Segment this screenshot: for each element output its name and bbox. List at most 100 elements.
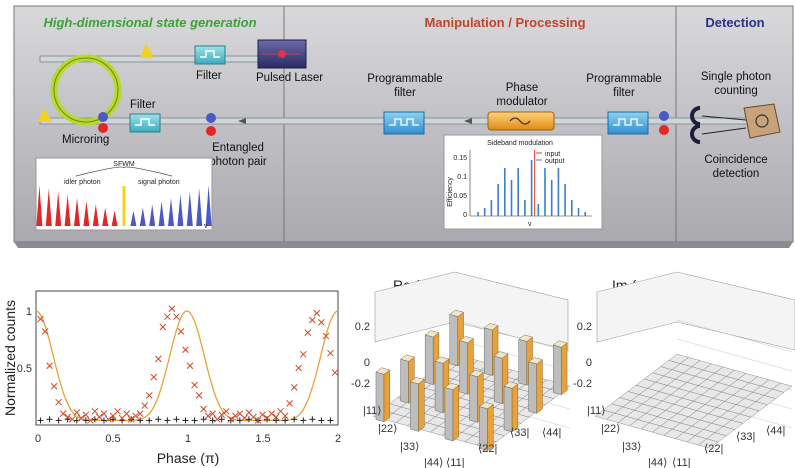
pump-peak bbox=[122, 186, 126, 226]
x-point bbox=[327, 349, 334, 357]
section-detection-title: Detection bbox=[705, 15, 764, 30]
signal-peak bbox=[177, 194, 184, 226]
matrix-bar bbox=[483, 323, 499, 376]
idler-peak bbox=[64, 194, 71, 226]
x-point bbox=[268, 410, 275, 417]
interference-chart: 1 0.5 0 0.5 1 1.5 2 Phase (π) Normalized… bbox=[2, 290, 341, 466]
prog-filter-right-icon bbox=[607, 111, 649, 135]
x-point bbox=[304, 329, 312, 337]
plus-point bbox=[291, 416, 298, 423]
plus-point bbox=[309, 416, 316, 423]
pulsed-laser-label: Pulsed Laser bbox=[256, 72, 323, 84]
plus-point bbox=[173, 416, 180, 423]
x-point bbox=[96, 413, 103, 421]
x-point bbox=[91, 407, 99, 415]
x-point bbox=[204, 412, 212, 420]
plus-point bbox=[227, 417, 234, 424]
x-series bbox=[37, 305, 339, 424]
im-col-44: ⟨44| bbox=[766, 425, 785, 437]
re-ztick--0.2: -0.2 bbox=[351, 378, 370, 390]
x-point bbox=[250, 413, 257, 421]
x-point bbox=[173, 313, 180, 321]
x-point bbox=[82, 411, 90, 419]
x-point bbox=[150, 373, 158, 381]
section-manipulation-title: Manipulation / Processing bbox=[424, 15, 585, 30]
x-point bbox=[123, 410, 130, 417]
x-point bbox=[136, 410, 144, 417]
detector-photon-blue bbox=[659, 111, 669, 121]
re-row-33: |33⟩ bbox=[400, 441, 419, 453]
x-point bbox=[200, 405, 207, 413]
coinc-label-1: Coincidence bbox=[704, 154, 767, 166]
matrix-bar bbox=[469, 369, 484, 423]
x-point bbox=[132, 412, 140, 420]
detector-photon-red bbox=[659, 125, 669, 135]
detector-bottom-icon bbox=[690, 124, 701, 144]
plus-point bbox=[137, 417, 144, 424]
sfwm-signal-label: signal photon bbox=[138, 179, 180, 186]
x-point bbox=[164, 313, 171, 321]
filter-bottom-label: Filter bbox=[130, 99, 156, 111]
x-point bbox=[159, 323, 167, 331]
sfwm-idler-label: idler photon bbox=[64, 179, 101, 186]
plus-point bbox=[182, 417, 189, 424]
prog-filter-left-icon bbox=[383, 111, 425, 135]
idler-peak bbox=[83, 201, 90, 226]
idler-peak bbox=[36, 185, 43, 226]
plus-point bbox=[273, 417, 280, 424]
im-row-22: |22⟩ bbox=[601, 423, 620, 435]
x-point bbox=[313, 309, 321, 317]
plus-point bbox=[300, 417, 307, 424]
x-point bbox=[286, 399, 294, 407]
plus-point bbox=[200, 416, 207, 423]
wall-gridline bbox=[454, 338, 571, 372]
matrix-bar bbox=[375, 367, 391, 423]
sideband-ytick-2: 0.05 bbox=[453, 193, 467, 200]
x-point bbox=[105, 415, 112, 423]
re-col-44: ⟨44| bbox=[542, 427, 561, 439]
re-rho-plot: Re (ρ) 0.2 0 -0.2 |11⟩ |22⟩ |33⟩ |44⟩ ⟨1… bbox=[351, 271, 571, 468]
coincidence-counter-icon bbox=[743, 103, 781, 139]
sideband-inset: Sideband modulation Efficiency 0.15 0.1 … bbox=[443, 134, 603, 230]
phase-mod-label-2: modulator bbox=[496, 96, 547, 108]
idler-peak bbox=[55, 191, 62, 226]
sideband-title: Sideband modulation bbox=[487, 140, 553, 147]
x-point bbox=[209, 410, 217, 417]
plus-point bbox=[146, 417, 153, 424]
signal-peak bbox=[149, 204, 156, 226]
x-point bbox=[141, 402, 149, 409]
plus-point bbox=[155, 416, 162, 423]
signal-peak bbox=[205, 185, 212, 226]
idler-peak bbox=[111, 210, 118, 226]
plus-point bbox=[318, 417, 325, 424]
x-point bbox=[177, 328, 185, 335]
sfwm-inset: SFWM idler photon signal photon ν bbox=[35, 157, 213, 231]
xtick-2: 2 bbox=[335, 433, 341, 445]
x-point bbox=[318, 319, 325, 326]
x-point bbox=[59, 410, 67, 417]
spc-label-2: counting bbox=[714, 85, 757, 97]
x-point bbox=[195, 392, 203, 399]
x-point bbox=[64, 413, 72, 421]
x-point bbox=[322, 332, 330, 340]
x-point bbox=[68, 415, 76, 423]
idler-photon-dot bbox=[98, 112, 108, 122]
x-point bbox=[154, 355, 162, 363]
phase-modulator-icon bbox=[487, 111, 555, 131]
sideband-ytick-0: 0.15 bbox=[453, 155, 467, 162]
plus-point bbox=[218, 416, 225, 423]
wall-gridline bbox=[676, 319, 793, 353]
x-point bbox=[272, 413, 280, 421]
im-row-11: |11⟩ bbox=[587, 405, 606, 417]
plus-point bbox=[37, 417, 44, 424]
entangled-label-1: Entangled bbox=[212, 142, 264, 154]
re-ztick-0: 0 bbox=[364, 357, 370, 369]
plus-point bbox=[55, 417, 62, 424]
phase-mod-label-1: Phase bbox=[506, 82, 539, 94]
re-row-22: |22⟩ bbox=[378, 423, 397, 435]
sfwm-axis-label: ν bbox=[204, 223, 208, 230]
coinc-label-2: detection bbox=[713, 168, 760, 180]
idler-peak bbox=[102, 207, 109, 226]
x-point bbox=[308, 316, 316, 324]
x-axis-label: Phase (π) bbox=[157, 450, 220, 466]
